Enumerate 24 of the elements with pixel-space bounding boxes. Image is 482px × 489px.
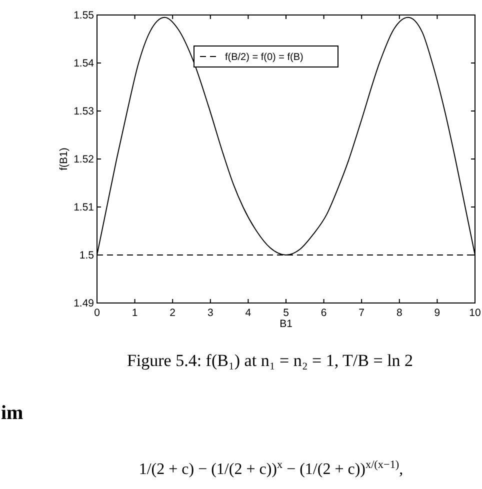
x-tick-label: 2 [170, 307, 176, 319]
x-tick-label: 0 [94, 307, 100, 319]
caption: Figure 5.4: f(B₁) at n₁ = n₂ = 1, T/B = ln 2 [126, 351, 414, 370]
x-tick-label: 3 [207, 307, 214, 319]
text: 1/(2 + c) − (1/(2 + c))$^{x}$ − (1/(2 + c))$^{x/(x−1)}$, [138, 459, 404, 478]
y-tick-label: 1.51 [74, 202, 94, 214]
x-tick-label: 10 [469, 307, 481, 319]
x-tick-label: 8 [396, 307, 402, 319]
y-tick-label: 1.5 [79, 250, 94, 262]
y-tick-label: 1.52 [74, 154, 94, 166]
legend-label: f(B/2) = f(0) = f(B) [225, 52, 304, 63]
text: im [1, 402, 24, 424]
y-tick-label: 1.49 [74, 298, 94, 310]
x-tick-label: 5 [283, 307, 290, 319]
x-tick-label: 7 [358, 307, 365, 319]
x-tick-label: 4 [245, 307, 252, 319]
x-tick-label: 6 [320, 307, 327, 319]
x-tick-label: 9 [434, 307, 440, 319]
x-axis-title: B1 [280, 318, 293, 330]
x-tick-label: 1 [132, 307, 138, 319]
y-tick-label: 1.53 [74, 106, 94, 118]
y-tick-label: 1.54 [74, 58, 94, 70]
y-axis-title: f(B1) [58, 148, 70, 170]
y-tick-label: 1.55 [74, 10, 94, 22]
